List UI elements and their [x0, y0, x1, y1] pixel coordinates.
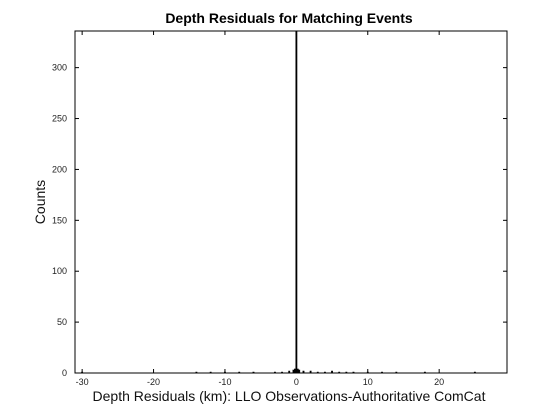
x-tick-label: 20: [434, 377, 444, 387]
histogram-bar: [294, 368, 296, 374]
histogram-bar: [295, 30, 298, 374]
bars-layer: [81, 30, 476, 374]
x-tick-label: 0: [294, 377, 299, 387]
y-tick-label: 250: [52, 114, 67, 124]
y-tick-label: 150: [52, 215, 67, 225]
y-axis-label: Counts: [32, 180, 48, 224]
x-tick-label: -10: [218, 377, 231, 387]
y-tick-label: 300: [52, 63, 67, 73]
y-tick-label: 0: [62, 368, 67, 378]
y-axis-ticks: 0 50 100 150 200 250 300: [52, 63, 507, 378]
y-tick-label: 50: [57, 317, 67, 327]
plot-frame: [74, 30, 508, 374]
histogram-bar: [296, 368, 299, 374]
chart-title: Depth Residuals for Matching Events: [165, 10, 413, 26]
y-tick-label: 100: [52, 266, 67, 276]
x-tick-label: -20: [147, 377, 160, 387]
x-tick-label: -30: [76, 377, 89, 387]
x-axis-label: Depth Residuals (km): LLO Observations-A…: [93, 388, 486, 404]
y-tick-label: 200: [52, 164, 67, 174]
x-tick-label: 10: [363, 377, 373, 387]
x-axis-ticks: -30 -20 -10 0 10 20: [76, 31, 444, 387]
